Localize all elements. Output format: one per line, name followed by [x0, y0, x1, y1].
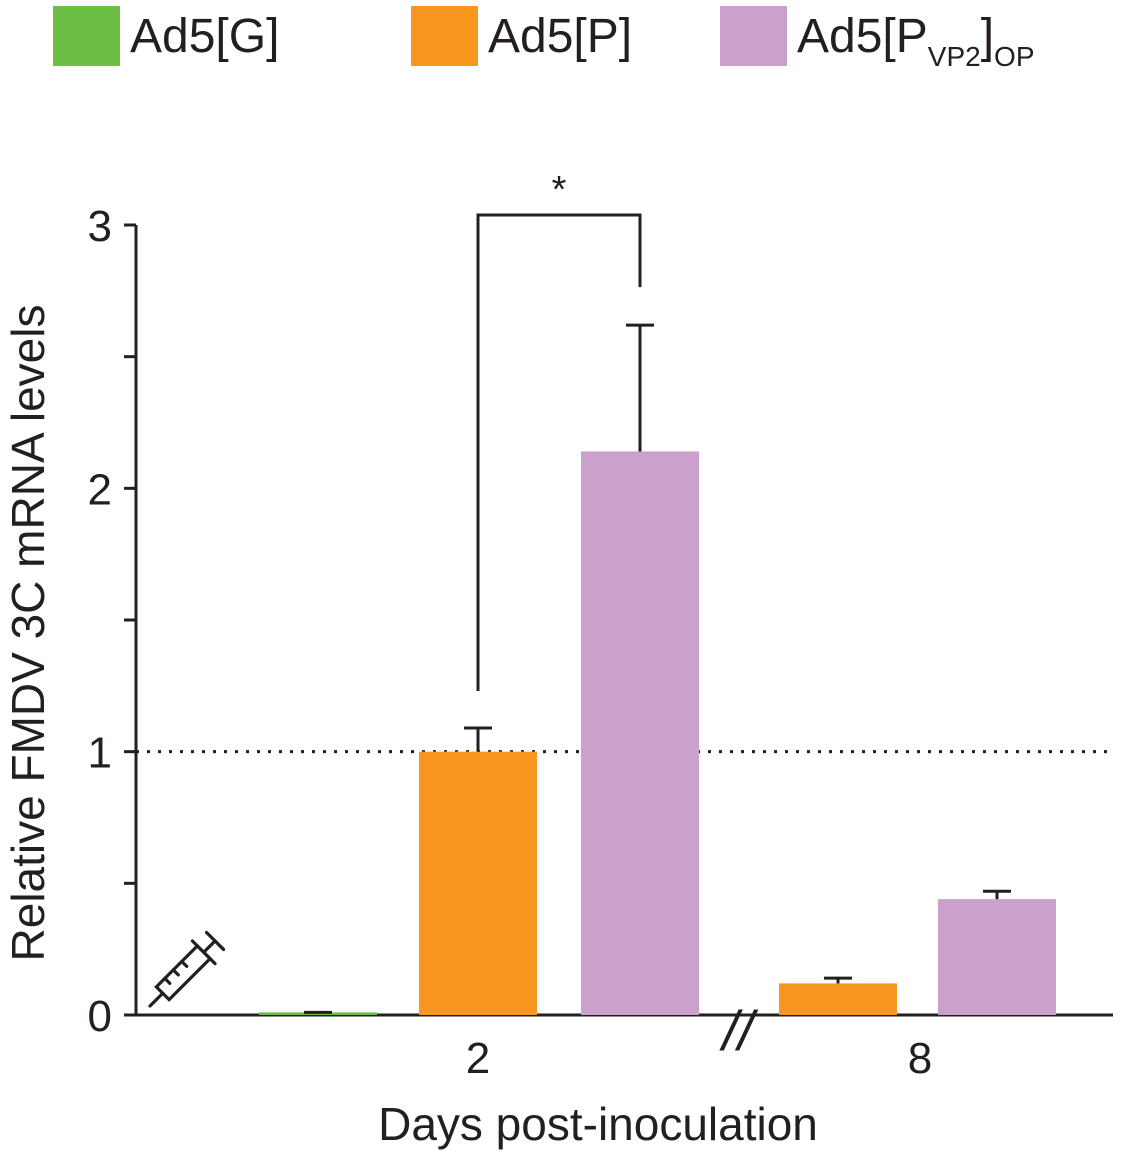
y-tick-label: 2: [88, 465, 112, 514]
legend-swatch: [411, 6, 478, 66]
x-axis-label: Days post-inoculation: [378, 1098, 818, 1150]
plot-area: 0 1 2 3 2 8 * //: [88, 169, 1113, 1083]
significance-label: *: [552, 169, 567, 211]
y-axis-label: Relative FMDV 3C mRNA levels: [2, 305, 54, 962]
bar: [938, 899, 1056, 1015]
axis-break-marker: //: [718, 999, 759, 1062]
y-tick-label: 1: [88, 729, 112, 778]
x-tick-label: 8: [908, 1034, 932, 1083]
y-tick-label: 0: [88, 992, 112, 1041]
y-tick-label: 3: [88, 202, 112, 251]
bar: [779, 983, 897, 1015]
legend-swatch: [53, 6, 120, 66]
legend-label: Ad5[G]: [130, 10, 279, 63]
significance-bracket: [476, 213, 642, 691]
legend-label: Ad5[PVP2]OP: [797, 10, 1035, 72]
syringe-icon: [148, 930, 226, 1008]
legend-label: Ad5[P]: [488, 10, 632, 63]
legend-swatch: [720, 6, 787, 66]
bar: [581, 451, 699, 1015]
x-tick-label: 2: [466, 1034, 490, 1083]
legend: Ad5[G] Ad5[P] Ad5[PVP2]OP: [53, 6, 1035, 72]
bar: [419, 751, 537, 1015]
